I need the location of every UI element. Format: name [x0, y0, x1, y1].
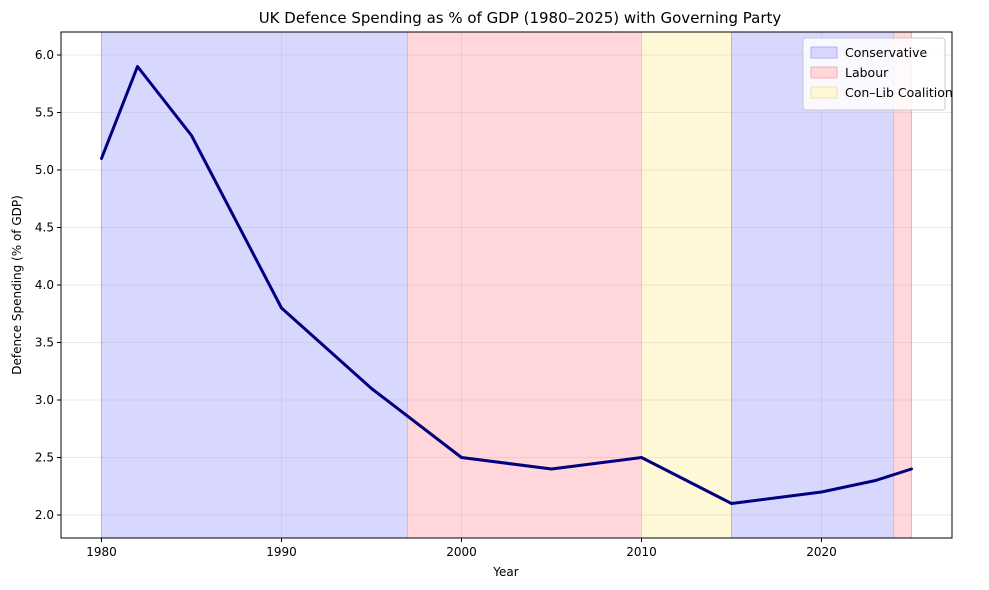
y-tick-label: 2.5 — [35, 451, 54, 465]
y-tick-label: 6.0 — [35, 48, 54, 62]
y-tick-label: 3.5 — [35, 336, 54, 350]
x-tick-label: 1980 — [86, 545, 117, 559]
y-tick-label: 3.0 — [35, 393, 54, 407]
x-axis-title: Year — [492, 565, 518, 579]
legend-label: Conservative — [845, 45, 927, 60]
y-axis-ticks: 2.0 2.5 3.0 3.5 4.0 4.5 5.0 5.5 6.0 — [35, 48, 61, 522]
y-tick-label: 4.5 — [35, 221, 54, 235]
x-axis-ticks: 1980 1990 2000 2010 2020 — [86, 538, 837, 559]
party-span-3 — [731, 31, 894, 539]
legend-label: Labour — [845, 65, 889, 80]
legend-swatch — [810, 66, 838, 79]
legend: Conservative Labour Con–Lib Coalition — [802, 37, 953, 111]
party-spans — [101, 31, 912, 539]
x-tick-label: 2020 — [806, 545, 837, 559]
legend-swatch — [810, 86, 838, 99]
series-line-0 — [100, 65, 913, 505]
legend-swatch — [810, 46, 838, 59]
y-axis-title: Defence Spending (% of GDP) — [10, 195, 24, 375]
y-tick-label: 4.0 — [35, 278, 54, 292]
series-layer — [100, 65, 913, 505]
x-tick-label: 2000 — [446, 545, 477, 559]
legend-label: Con–Lib Coalition — [845, 85, 953, 100]
party-span-0 — [101, 31, 408, 539]
y-tick-label: 5.5 — [35, 106, 54, 120]
grid-lines — [61, 32, 952, 538]
x-tick-label: 1990 — [266, 545, 297, 559]
party-span-1 — [407, 31, 642, 539]
x-tick-label: 2010 — [626, 545, 657, 559]
y-tick-label: 5.0 — [35, 163, 54, 177]
y-tick-label: 2.0 — [35, 508, 54, 522]
chart-title: UK Defence Spending as % of GDP (1980–20… — [259, 9, 782, 27]
legend-box — [802, 37, 946, 111]
